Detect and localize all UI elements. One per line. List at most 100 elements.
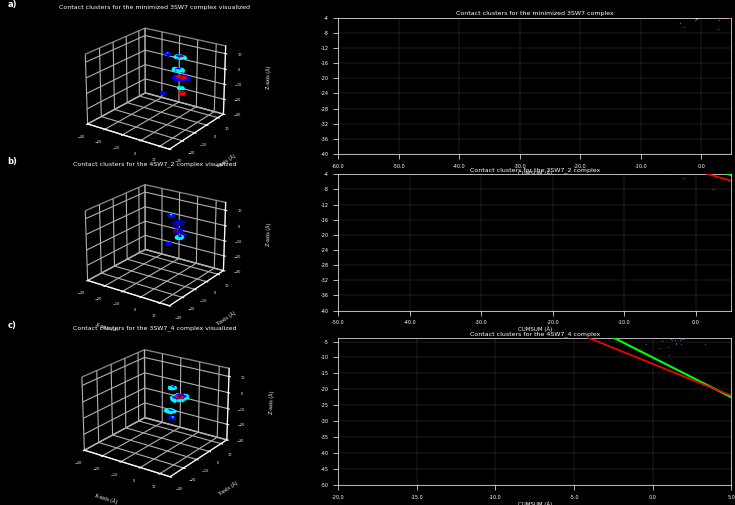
Point (660, 153, 672, 161)
Point (673, 152, 684, 160)
Point (675, 340, 687, 348)
Point (661, 138, 673, 146)
Point (545, 125, 556, 133)
Point (462, 239, 473, 247)
Point (667, 144, 679, 152)
Point (627, 145, 639, 154)
Point (631, 318, 643, 326)
Point (690, 146, 702, 155)
Point (570, 121, 582, 129)
Point (551, 283, 563, 291)
Point (663, 170, 675, 178)
Point (681, 1, 692, 9)
Point (481, 262, 492, 270)
Point (613, 305, 625, 313)
Point (440, 226, 451, 234)
Point (691, 163, 703, 171)
Point (569, 124, 581, 132)
Point (435, 245, 447, 254)
Point (587, 129, 598, 137)
Point (423, 231, 434, 239)
Point (656, 336, 668, 344)
Point (490, 249, 502, 258)
Point (362, 216, 374, 224)
Point (667, 13, 678, 21)
Point (503, 104, 514, 112)
Point (662, 151, 673, 159)
Point (377, 217, 389, 225)
Point (555, 118, 567, 126)
Point (520, 101, 532, 109)
Point (481, 248, 492, 256)
Point (365, 199, 377, 208)
Point (598, 128, 610, 136)
Point (581, 116, 593, 124)
Point (603, 137, 614, 145)
Point (585, 123, 597, 131)
Point (345, 211, 357, 219)
Point (434, 240, 446, 248)
Point (615, 327, 627, 335)
Point (628, 140, 639, 148)
Point (542, 107, 554, 115)
Point (495, 258, 506, 266)
Point (621, 131, 633, 139)
Point (536, 117, 548, 125)
Point (551, 278, 562, 286)
Point (556, 119, 567, 127)
Point (672, 150, 684, 158)
Point (481, 92, 492, 100)
Point (532, 118, 544, 126)
Point (556, 287, 568, 295)
Point (681, 154, 693, 162)
Point (675, 335, 686, 343)
Point (520, 114, 532, 122)
Point (537, 113, 549, 121)
Point (453, 227, 465, 235)
Point (606, 312, 617, 320)
Point (415, 212, 427, 220)
Point (375, 208, 387, 216)
Point (414, 231, 426, 239)
Point (448, 244, 459, 252)
Point (412, 234, 423, 242)
Point (518, 280, 530, 288)
Point (653, 150, 664, 158)
Point (509, 278, 520, 286)
Point (465, 244, 476, 252)
Point (541, 279, 553, 287)
Point (553, 121, 564, 129)
Point (492, 252, 504, 260)
Point (523, 278, 534, 286)
Point (625, 318, 637, 326)
Point (652, 152, 664, 160)
Point (514, 269, 526, 277)
Point (492, 253, 503, 261)
Point (564, 294, 576, 302)
Point (592, 128, 604, 136)
Point (514, 263, 526, 271)
Point (651, 138, 663, 146)
Point (645, 320, 656, 328)
Point (378, 218, 390, 226)
Point (682, 7, 694, 15)
Point (653, 143, 664, 152)
Point (609, 139, 620, 147)
Point (620, 291, 631, 299)
Point (667, 145, 678, 153)
Point (353, 213, 365, 221)
Point (617, 130, 628, 138)
Point (395, 219, 406, 227)
Point (531, 276, 543, 284)
Point (483, 258, 495, 266)
Point (487, 94, 499, 103)
Point (570, 115, 581, 123)
Point (409, 242, 421, 250)
Point (383, 207, 395, 215)
Point (487, 100, 498, 108)
Point (660, 144, 672, 152)
Point (656, 133, 667, 141)
Point (561, 129, 573, 137)
Point (484, 242, 495, 250)
Point (478, 243, 490, 251)
